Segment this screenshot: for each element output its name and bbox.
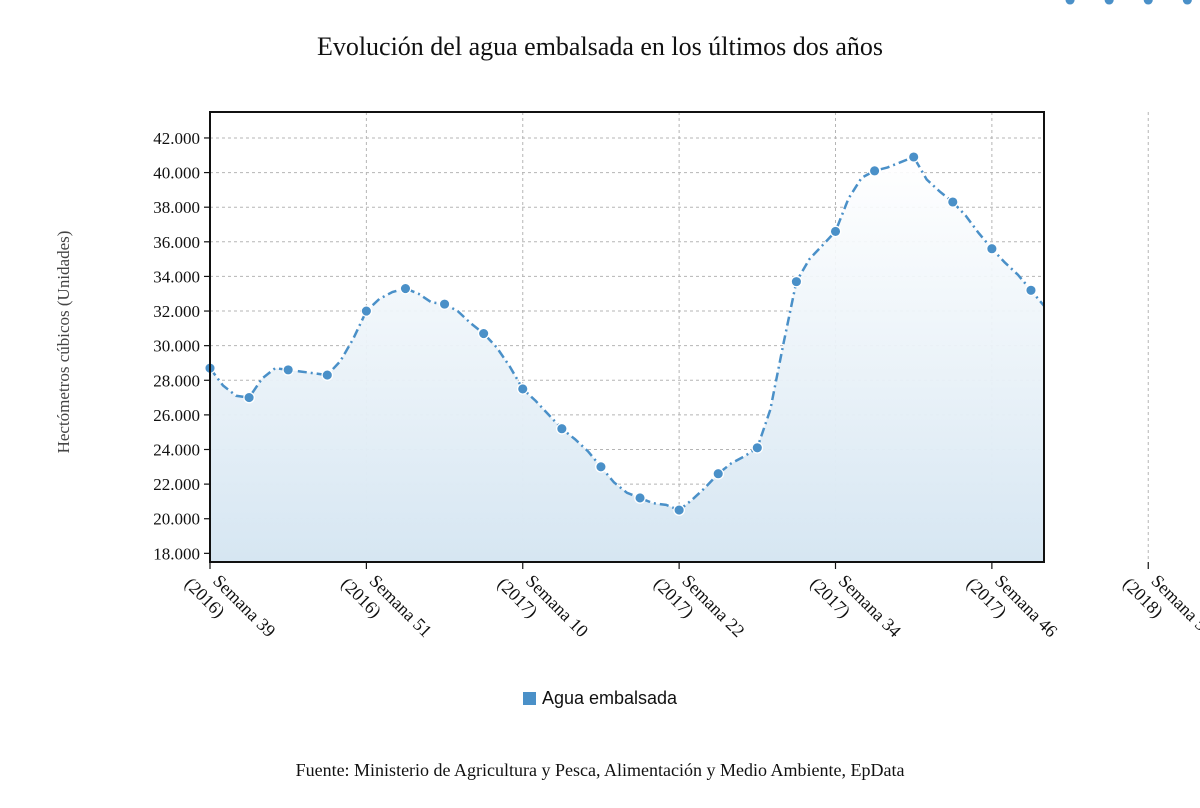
data-point (673, 504, 685, 516)
data-point (243, 391, 255, 404)
x-axis-ticks: Semana 39(2016) Semana 51(2016) Semana 10(… (180, 558, 1200, 657)
data-point (1181, 0, 1194, 6)
plot-frame (209, 111, 1045, 563)
data-point (360, 305, 373, 317)
data-point (1064, 0, 1076, 6)
y-tick-label: 18.000 (153, 544, 200, 563)
series-area-fill (210, 157, 1044, 562)
data-point (555, 422, 568, 435)
data-point (282, 364, 295, 376)
y-tick-label: 38.000 (153, 198, 200, 217)
y-tick-label: 24.000 (153, 441, 200, 460)
x-tick-label: Semana 5(2018) (1118, 558, 1200, 651)
data-point (751, 441, 764, 454)
series-markers (204, 0, 1194, 516)
y-tick-label: 22.000 (153, 475, 200, 494)
data-point (634, 492, 646, 504)
data-point (712, 467, 725, 480)
y-tick-label: 26.000 (153, 406, 200, 425)
y-tick-label: 28.000 (153, 371, 200, 390)
data-point (477, 327, 490, 340)
x-tick-label: Semana 46(2017) (962, 558, 1061, 657)
y-tick-label: 40.000 (153, 164, 200, 183)
y-tick-label: 42.000 (153, 129, 200, 148)
data-point (595, 460, 607, 473)
x-tick-label: Semana 39(2016) (180, 558, 279, 657)
x-tick-label: Semana 10(2017) (493, 558, 592, 657)
y-tick-label: 32.000 (153, 302, 200, 321)
legend-swatch (522, 692, 536, 705)
y-tick-label: 36.000 (153, 233, 200, 252)
y-tick-label: 30.000 (153, 337, 200, 356)
x-tick-label: Semana 51(2016) (337, 558, 436, 657)
legend[interactable]: Agua embalsada (0, 688, 1200, 709)
data-point (438, 298, 451, 310)
y-axis-label: Hectómetros cúbicos (Unidades) (54, 230, 73, 454)
x-tick-label: Semana 34(2017) (806, 558, 905, 657)
data-point (321, 369, 334, 381)
source-note: Fuente: Ministerio de Agricultura y Pesc… (295, 760, 905, 780)
data-point (516, 383, 529, 395)
chart-title: Evolución del agua embalsada en los últi… (316, 32, 884, 61)
data-point (868, 164, 881, 177)
y-tick-label: 34.000 (153, 267, 200, 286)
data-point (907, 151, 920, 163)
y-axis-ticks: 18.000 20.000 22.000 24.000 26.000 28.000 30.0… (153, 129, 210, 563)
data-point (1025, 284, 1037, 297)
data-point (946, 196, 959, 208)
legend-label: Agua embalsada (541, 688, 678, 708)
data-point (1142, 0, 1155, 6)
data-point (1103, 0, 1116, 6)
data-point (986, 242, 998, 255)
series-line (209, 155, 1045, 512)
data-point (790, 275, 803, 288)
data-point (829, 225, 842, 238)
y-tick-label: 20.000 (153, 510, 200, 529)
x-tick-label: Semana 22(2017) (649, 558, 748, 657)
data-point (399, 282, 412, 295)
